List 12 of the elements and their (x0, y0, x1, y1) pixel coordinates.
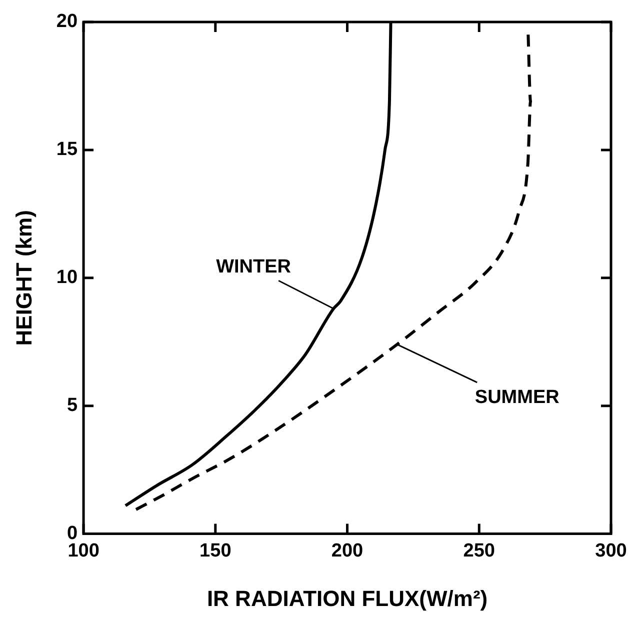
x-tick-label: 200 (331, 540, 364, 562)
y-tick-label: 20 (56, 11, 78, 32)
x-tick-label: 150 (200, 540, 232, 562)
y-tick-label: 15 (56, 139, 78, 160)
x-axis-title: IR RADIATION FLUX(W/m²) (206, 586, 488, 611)
annotation: SUMMER (474, 387, 560, 408)
y-tick-label: 10 (56, 267, 78, 288)
y-tick-label: 5 (66, 395, 78, 416)
x-tick-label: 250 (463, 540, 495, 562)
y-axis-title: HEIGHT (km) (11, 210, 36, 346)
annotation: WINTER (216, 256, 292, 278)
x-tick-label: 300 (595, 540, 627, 562)
